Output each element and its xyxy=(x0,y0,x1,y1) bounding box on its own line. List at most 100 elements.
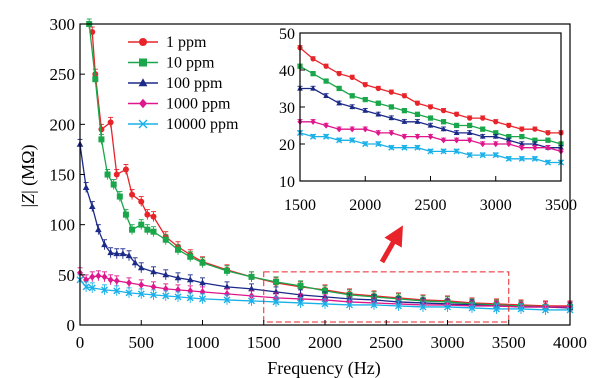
inset-point-10-ppm xyxy=(336,85,342,92)
inset-point-1000-ppm xyxy=(532,144,538,151)
main-point-10000-ppm xyxy=(346,301,353,309)
inset-point-1-ppm xyxy=(310,56,316,62)
inset-point-1000-ppm xyxy=(506,140,512,148)
main-point-10000-ppm xyxy=(468,304,476,312)
legend-marker-100-ppm xyxy=(138,78,148,87)
main-point-100-ppm xyxy=(107,249,114,256)
main-point-10-ppm xyxy=(273,278,279,285)
main-point-100-ppm xyxy=(248,285,255,292)
inset-point-1000-ppm xyxy=(336,126,342,133)
inset-point-1000-ppm xyxy=(427,133,434,140)
main-y-tick-label: 50 xyxy=(58,266,75,285)
main-point-1000-ppm xyxy=(107,276,114,284)
inset-point-100-ppm xyxy=(427,122,434,128)
inset-point-10000-ppm xyxy=(492,152,499,159)
main-point-1000-ppm xyxy=(138,281,145,289)
inset-point-1-ppm xyxy=(362,82,368,88)
inset-point-100-ppm xyxy=(492,133,499,139)
legend-marker-10000-ppm xyxy=(138,119,148,129)
inset-point-100-ppm xyxy=(479,133,486,139)
inset-point-10000-ppm xyxy=(505,155,512,162)
inset-point-1-ppm xyxy=(532,126,538,132)
main-point-10-ppm xyxy=(144,226,151,233)
main-axes: 0 500 1000 1500 2000 2500 3000 3500 4000 0 50 100 15… xyxy=(50,15,588,352)
inset-point-100-ppm xyxy=(323,92,329,98)
main-point-100-ppm xyxy=(101,241,108,248)
inset-point-1-ppm xyxy=(454,111,460,117)
main-point-1-ppm xyxy=(107,119,114,126)
legend-marker-1000-ppm xyxy=(139,98,147,109)
main-series-1000-ppm xyxy=(77,267,573,312)
legend: 1 ppm 10 ppm 100 ppm 1000 ppm 10000 ppm xyxy=(128,34,239,133)
inset-point-10-ppm xyxy=(493,130,499,136)
inset-point-10-ppm xyxy=(467,122,473,129)
main-point-1-ppm xyxy=(144,211,151,218)
inset-point-1000-ppm xyxy=(349,126,355,133)
main-point-100-ppm xyxy=(113,250,121,257)
x-axis-label: Frequency (Hz) xyxy=(267,358,380,378)
inset-point-10-ppm xyxy=(362,97,368,103)
inset-point-10000-ppm xyxy=(388,144,395,151)
main-point-10-ppm xyxy=(104,171,111,178)
main-point-10000-ppm xyxy=(199,295,206,303)
inset-point-10000-ppm xyxy=(531,155,538,162)
main-point-1000-ppm xyxy=(101,273,108,281)
main-x-tick-label: 500 xyxy=(129,333,155,352)
inset-x-tick-label: 2000 xyxy=(349,197,381,214)
inset-point-1000-ppm xyxy=(480,140,486,148)
inset-x-tick-label: 3000 xyxy=(480,197,512,214)
main-point-100-ppm xyxy=(119,250,127,257)
main-point-1-ppm xyxy=(138,198,145,205)
inset-point-10000-ppm xyxy=(349,137,356,144)
inset-point-1000-ppm xyxy=(467,137,473,144)
main-point-10-ppm xyxy=(110,181,117,188)
inset-point-10-ppm xyxy=(323,78,329,84)
inset-point-10000-ppm xyxy=(375,140,382,148)
main-point-1-ppm xyxy=(150,213,157,220)
inset-point-1-ppm xyxy=(427,104,434,110)
main-point-10000-ppm xyxy=(395,302,402,310)
main-point-10-ppm xyxy=(199,259,206,266)
inset-point-1-ppm xyxy=(467,115,473,121)
main-point-10000-ppm xyxy=(186,294,194,302)
main-point-1000-ppm xyxy=(95,272,102,280)
inset-point-10-ppm xyxy=(519,134,525,140)
inset-point-1-ppm xyxy=(506,122,512,129)
main-point-10000-ppm xyxy=(248,297,255,305)
inset-point-10-ppm xyxy=(349,93,355,99)
inset-y-tick-label: 50 xyxy=(279,26,295,43)
inset-point-10000-ppm xyxy=(453,148,460,155)
main-point-10-ppm xyxy=(224,267,230,274)
main-point-10-ppm xyxy=(129,226,136,233)
legend-entry-1000-ppm: 1000 ppm xyxy=(128,96,231,113)
inset-point-10000-ppm xyxy=(518,155,525,162)
inset-point-100-ppm xyxy=(388,114,395,121)
main-y-tick-label: 200 xyxy=(50,115,76,134)
inset-point-10-ppm xyxy=(545,137,551,143)
inset-point-10000-ppm xyxy=(309,133,317,140)
inset-point-1000-ppm xyxy=(545,144,551,151)
inset-point-10000-ppm xyxy=(362,140,369,148)
main-point-10-ppm xyxy=(98,136,105,143)
inset-point-10000-ppm xyxy=(440,148,447,155)
inset-point-10000-ppm xyxy=(323,133,330,140)
inset-point-1000-ppm xyxy=(375,129,381,137)
main-x-tick-label: 1500 xyxy=(247,333,281,352)
main-point-10000-ppm xyxy=(82,283,90,291)
inset-axes: 1500 2000 2500 3000 3500 10 20 30 40 50 xyxy=(279,26,577,214)
inset-point-1000-ppm xyxy=(388,129,394,137)
main-point-100-ppm xyxy=(88,203,96,210)
inset-point-10-ppm xyxy=(414,111,421,117)
inset-y-tick-label: 20 xyxy=(279,137,295,154)
main-x-tick-label: 4000 xyxy=(553,333,587,352)
inset-point-10000-ppm xyxy=(401,144,408,151)
inset-y-tick-label: 10 xyxy=(279,174,295,191)
main-point-1000-ppm xyxy=(113,277,120,285)
main-point-100-ppm xyxy=(186,276,194,283)
main-point-10-ppm xyxy=(92,76,99,83)
main-y-tick-label: 0 xyxy=(67,316,76,335)
inset-point-1000-ppm xyxy=(493,140,499,148)
inset-point-100-ppm xyxy=(414,118,421,124)
main-point-10000-ppm xyxy=(101,286,108,294)
main-y-tick-label: 300 xyxy=(50,15,76,34)
